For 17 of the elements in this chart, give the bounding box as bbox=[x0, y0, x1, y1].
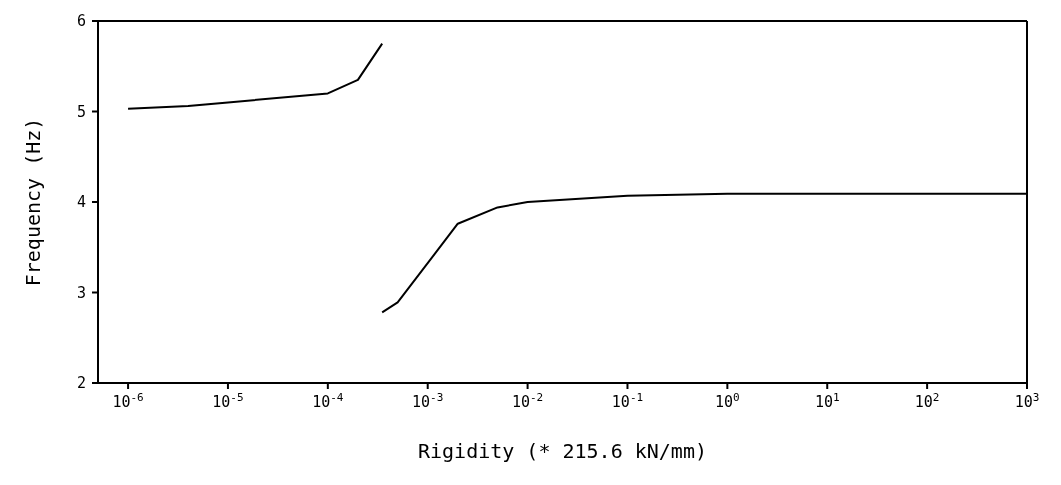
y-axis-title: Frequency (Hz) bbox=[21, 117, 46, 287]
y-tick-label: 4 bbox=[76, 193, 86, 211]
x-tick-label: 10$^{2}$ bbox=[914, 390, 940, 411]
x-tick-label: 10$^{3}$ bbox=[1014, 390, 1040, 411]
x-axis-title: Rigidity (* 215.6 kN/mm) bbox=[418, 439, 707, 463]
x-tick-label: 10$^{-4}$ bbox=[312, 390, 344, 411]
x-tick-label: 10$^{-5}$ bbox=[212, 390, 244, 411]
y-tick-label: 2 bbox=[76, 374, 86, 392]
x-tick-label: 10$^{-6}$ bbox=[112, 390, 144, 411]
x-tick-label: 10$^{-3}$ bbox=[412, 390, 444, 411]
y-tick-label: 5 bbox=[76, 102, 86, 121]
y-tick-label: 3 bbox=[76, 283, 86, 302]
x-tick-label: 10$^{1}$ bbox=[814, 390, 840, 411]
x-tick-label: 10$^{-1}$ bbox=[611, 390, 644, 411]
x-tick-label: 10$^{0}$ bbox=[715, 390, 740, 411]
x-tick-label: 10$^{-2}$ bbox=[511, 390, 544, 411]
y-tick-label: 6 bbox=[76, 12, 86, 30]
